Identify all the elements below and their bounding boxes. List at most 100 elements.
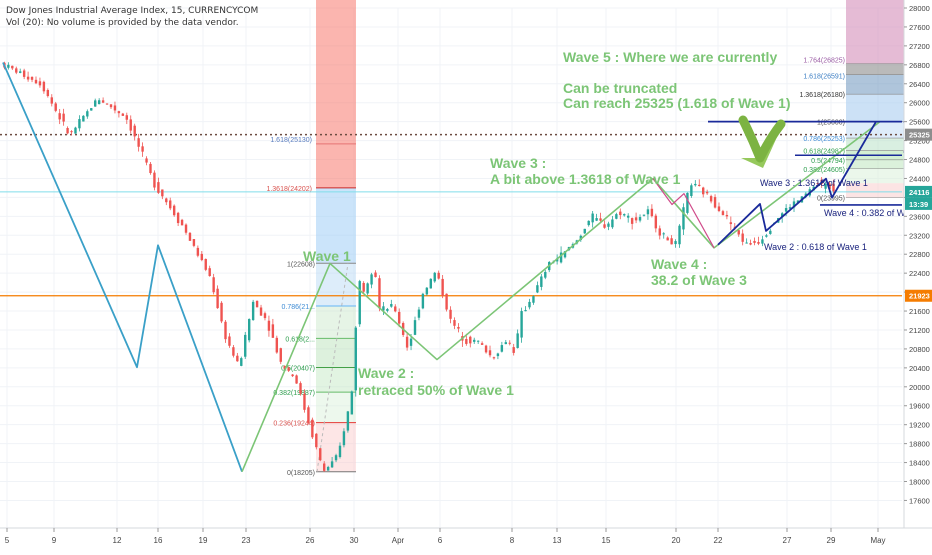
- candle-body: [433, 272, 436, 282]
- elliott-wave-line: [241, 121, 881, 472]
- price-tick-label: 25600: [909, 118, 930, 127]
- candle-body: [765, 235, 768, 237]
- price-tick-label: 27600: [909, 23, 930, 32]
- fib-zone-0-0236: [846, 183, 906, 198]
- price-tick-label: 17600: [909, 496, 930, 505]
- candle-body: [504, 342, 508, 345]
- candle-body: [165, 198, 168, 203]
- candle-body: [322, 463, 326, 471]
- candle-body: [208, 268, 211, 277]
- candle-body: [674, 241, 677, 245]
- candle-body: [642, 214, 646, 216]
- price-tick-label: 20400: [909, 364, 930, 373]
- price-tick-label: 27200: [909, 42, 930, 51]
- candle-body: [172, 205, 176, 216]
- candle-body: [74, 127, 77, 134]
- candle-body: [366, 283, 369, 294]
- candle-body: [299, 383, 302, 394]
- candle-body: [97, 100, 101, 105]
- price-tick-label: 20800: [909, 345, 930, 354]
- candle-body: [705, 191, 709, 194]
- candle-body: [184, 224, 188, 233]
- symbol-legend[interactable]: Dow Jones Industrial Average Index, 15, …: [6, 6, 259, 16]
- candle-body: [283, 365, 286, 369]
- candle-body: [374, 272, 377, 278]
- candle-body: [220, 302, 223, 322]
- candle-body: [358, 281, 361, 325]
- candle-body: [54, 103, 57, 111]
- candle-body: [599, 218, 602, 221]
- candle-body: [180, 219, 184, 226]
- candle-body: [516, 333, 519, 348]
- candle-body: [94, 100, 97, 107]
- candle-body: [121, 113, 125, 116]
- candle-body: [465, 339, 468, 344]
- candle-body: [232, 347, 235, 356]
- candle-body: [611, 219, 614, 228]
- candle-body: [702, 187, 705, 195]
- small-wave3-label: Wave 3 : 1.3618 of Wave 1: [760, 178, 868, 188]
- candle-body: [540, 276, 543, 287]
- candle-body: [70, 131, 73, 133]
- candle-body: [579, 235, 583, 240]
- candle-body: [753, 240, 756, 243]
- chart-annotations: Wave 5 : Where we are currently Can be tr…: [303, 49, 912, 398]
- candle-body: [626, 215, 630, 218]
- price-tick-label: 21200: [909, 326, 930, 335]
- candle-body: [441, 278, 444, 296]
- fib-label: 0.786(21...: [282, 304, 316, 311]
- fib-zone-0618-0786: [316, 305, 356, 339]
- candle-body: [717, 206, 721, 211]
- price-axis-bg: [904, 0, 932, 550]
- time-tick-label: May: [870, 536, 885, 545]
- time-tick-label: 19: [199, 536, 208, 545]
- candle-body: [761, 239, 764, 244]
- candle-body: [741, 233, 744, 242]
- fib-zone-0236-0382: [846, 168, 906, 184]
- price-tick-label: 18000: [909, 478, 930, 487]
- candlestick-series: [3, 61, 835, 472]
- fib-label: 0.786(25253): [803, 136, 845, 143]
- fib-label: 0.236(19244): [273, 421, 315, 428]
- candle-body: [153, 172, 156, 188]
- candle-body: [362, 282, 365, 292]
- candle-body: [623, 214, 626, 216]
- candle-body: [19, 71, 22, 73]
- candle-body: [271, 324, 275, 338]
- candle-body: [615, 214, 618, 219]
- candle-body: [200, 253, 204, 261]
- candle-body: [113, 105, 117, 111]
- price-axis[interactable]: 17600 18000 18400 18800 19200 19600 20000 20400…: [903, 0, 932, 550]
- candle-body: [500, 345, 504, 352]
- fib-label: 0.618(2...: [285, 336, 315, 343]
- price-tick-label: 26800: [909, 61, 930, 70]
- downtrend-wave-line: [2, 62, 243, 472]
- candle-body: [476, 340, 480, 342]
- candle-body: [390, 304, 393, 307]
- countdown-tag: 13:39: [909, 200, 928, 209]
- subwave-line: [652, 178, 715, 249]
- candle-body: [291, 374, 294, 377]
- candle-body: [413, 320, 417, 335]
- fib-zone-0236-0382: [316, 392, 356, 423]
- candle-body: [247, 319, 251, 341]
- fib-label: 0.5(20407): [281, 366, 315, 373]
- candle-body: [330, 461, 334, 468]
- price-tick-label: 25200: [909, 137, 930, 146]
- candle-body: [188, 232, 192, 241]
- candle-body: [559, 252, 563, 263]
- candle-body: [658, 228, 661, 236]
- candle-body: [350, 391, 354, 415]
- candle-body: [646, 209, 650, 215]
- time-axis[interactable]: 5 9 12 16 19 23 26 30 Apr 6 8 13 15 20 22 27 29 May: [0, 527, 932, 550]
- price-tick-label: 20000: [909, 383, 930, 392]
- candle-body: [832, 184, 835, 192]
- fib-label: 1.764(26825): [803, 58, 845, 65]
- candle-body: [709, 196, 713, 202]
- wave4-note: 38.2 of Wave 3: [651, 272, 747, 288]
- time-tick-label: 9: [52, 536, 57, 545]
- candle-body: [42, 81, 46, 92]
- candle-body: [117, 111, 121, 114]
- candle-body: [532, 296, 535, 303]
